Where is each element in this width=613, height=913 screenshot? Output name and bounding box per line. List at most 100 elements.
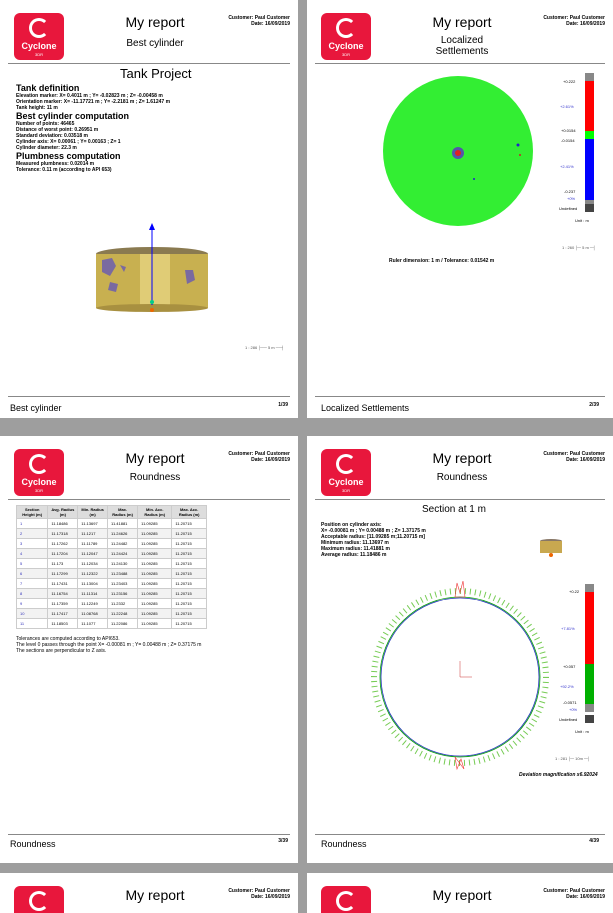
table-cell: 11.09285 bbox=[137, 618, 173, 629]
table-row: 11 11.18503 11.1077 11.22086 11.09285 11.2071… bbox=[15, 618, 207, 629]
table-cell: 11.24482 bbox=[107, 538, 139, 549]
settlement-map bbox=[383, 76, 533, 226]
table-cell: 11.17417 bbox=[47, 608, 79, 619]
table-row: 4 11.17204 11.12047 11.24424 11.09285 11.2071… bbox=[15, 548, 207, 559]
customer-info: Customer: Paul Customer Date: 16/09/2019 bbox=[228, 888, 290, 900]
table-cell: 11.24130 bbox=[107, 558, 139, 569]
undefined-swatch bbox=[585, 715, 594, 723]
table-cell: 11.1217 bbox=[77, 528, 109, 539]
table-cell: 11.23403 bbox=[107, 578, 139, 589]
table-header-row: Section Height (m) Avg. Radius (m) Min. Ra… bbox=[15, 505, 207, 519]
table-row: 6 11.17299 11.12322 11.23488 11.09285 11.2071… bbox=[15, 568, 207, 579]
table-cell: 11 bbox=[15, 618, 49, 629]
legend-unit: Unit : m bbox=[575, 218, 589, 223]
table-row: 2 11.17318 11.1217 11.24626 11.09285 11.20715 bbox=[15, 528, 207, 539]
table-cell: 11.20715 bbox=[171, 618, 207, 629]
legend-mid-low: -0.0154 bbox=[561, 138, 575, 143]
legend-pct-bottom: +2.41% bbox=[560, 164, 574, 169]
report-title: My report bbox=[125, 450, 185, 466]
table-row: 9 11.17359 11.12249 11.2332 11.09285 11.20715 bbox=[15, 598, 207, 609]
legend-undefined: Undefined bbox=[559, 717, 578, 722]
legend-mid-high: +0.057 bbox=[563, 664, 576, 669]
customer-info: Customer: Paul Customer Date: 16/09/2019 bbox=[543, 15, 605, 27]
table-cell: 11.173 bbox=[47, 558, 79, 569]
table-row: 5 11.173 11.12034 11.24130 11.09285 11.20715 bbox=[15, 558, 207, 569]
table-cell: 11.23156 bbox=[107, 588, 139, 599]
report-page-4: Cyclone 3DR My report Roundness Customer:… bbox=[307, 436, 613, 863]
table-cell: 7 bbox=[15, 578, 49, 589]
table-row: 1 11.18486 11.13697 11.41881 11.09285 11.2071… bbox=[15, 518, 207, 529]
deviation-magnification: Deviation magnification x6.92024 bbox=[519, 772, 598, 778]
customer-info: Customer: Paul Customer Date: 16/09/2019 bbox=[228, 451, 290, 463]
section-title: Section at 1 m bbox=[422, 504, 486, 515]
table-cell: 11.17299 bbox=[47, 568, 79, 579]
table-cell: 11.20715 bbox=[171, 568, 207, 579]
table-cell: 11.1077 bbox=[77, 618, 109, 629]
table-cell: 11.17359 bbox=[47, 598, 79, 609]
table-cell: 11.11789 bbox=[77, 538, 109, 549]
table-cell: 11.20715 bbox=[171, 548, 207, 559]
table-cell: 11.09285 bbox=[137, 588, 173, 599]
cyclone-logo: Cyclone 3DR bbox=[321, 449, 371, 496]
table-cell: 11.16754 bbox=[47, 588, 79, 599]
table-cell: 2 bbox=[15, 528, 49, 539]
table-cell: 11.12249 bbox=[77, 598, 109, 609]
table-cell: 11.20715 bbox=[171, 578, 207, 589]
tank-3d-view bbox=[96, 223, 208, 312]
table-row: 10 11.17417 11.08768 11.22248 11.09285 11.207… bbox=[15, 608, 207, 619]
table-cell: 11.17204 bbox=[47, 548, 79, 559]
table-cell: 11.24626 bbox=[107, 528, 139, 539]
cyclone-logo: Cyclone 3DR bbox=[14, 13, 64, 60]
scale-bar: 1 : 286 ├── 5 m ──┤ bbox=[245, 345, 285, 350]
report-title: My report bbox=[125, 887, 185, 903]
table-cell: 11.20715 bbox=[171, 598, 207, 609]
table-cell: 11.12322 bbox=[77, 568, 109, 579]
table-cell: 3 bbox=[15, 538, 49, 549]
table-cell: 5 bbox=[15, 558, 49, 569]
report-title: My report bbox=[432, 450, 492, 466]
table-cell: 11.24424 bbox=[107, 548, 139, 559]
legend-min: -0.237 bbox=[564, 189, 576, 194]
table-cell: 11.09285 bbox=[137, 518, 173, 529]
legend-unit: Unit : m bbox=[575, 729, 589, 734]
table-cell: 4 bbox=[15, 548, 49, 559]
table-cell: 11.09285 bbox=[137, 568, 173, 579]
table-cell: 11.09285 bbox=[137, 548, 173, 559]
report-title: My report bbox=[432, 14, 492, 30]
roundness-section-plot bbox=[371, 581, 549, 771]
table-cell: 11.09285 bbox=[137, 528, 173, 539]
section-info: Position on cylinder axis: X= -0.00081 m … bbox=[321, 522, 426, 558]
table-cell: 11.17318 bbox=[47, 528, 79, 539]
table-cell: 11.09285 bbox=[137, 558, 173, 569]
table-cell: 9 bbox=[15, 598, 49, 609]
table-cell: 1 bbox=[15, 518, 49, 529]
table-cell: 11.09285 bbox=[137, 598, 173, 609]
page-footer-label: Roundness bbox=[10, 839, 56, 849]
color-scale bbox=[585, 73, 594, 211]
table-cell: 11.22086 bbox=[107, 618, 139, 629]
table-cell: 6 bbox=[15, 568, 49, 579]
report-page-3: Cyclone 3DR My report Roundness Customer:… bbox=[0, 436, 298, 863]
scale-bar: 1 : 260 ├─ 5 m ─┤ bbox=[562, 245, 596, 250]
cyclone-logo bbox=[14, 886, 64, 913]
report-sections: Tank definition Elevation marker: X= 0.4… bbox=[16, 83, 171, 173]
table-cell: 11.11314 bbox=[77, 588, 109, 599]
undefined-swatch bbox=[585, 204, 594, 212]
legend-undefined: Undefined bbox=[559, 206, 578, 211]
table-cell: 11.13004 bbox=[77, 578, 109, 589]
table-cell: 11.18503 bbox=[47, 618, 79, 629]
page-footer-label: Best cylinder bbox=[10, 403, 62, 413]
table-cell: 11.22248 bbox=[107, 608, 139, 619]
table-cell: 11.09285 bbox=[137, 608, 173, 619]
roundness-content: Section Height (m) Avg. Radius (m) Min. Ra… bbox=[15, 505, 276, 654]
report-page-1: Cyclone 3DR My report Best cylinder Custo… bbox=[0, 0, 298, 418]
table-cell: 11.09285 bbox=[137, 578, 173, 589]
page-subtitle: Roundness bbox=[129, 472, 181, 483]
report-page-6: My report Customer: Paul Customer Date: 1… bbox=[307, 873, 613, 913]
table-cell: 11.20715 bbox=[171, 558, 207, 569]
legend-pct-min: +0% bbox=[567, 196, 576, 201]
cyclone-logo: Cyclone 3DR bbox=[14, 449, 64, 496]
legend-pct-mid: +92.2% bbox=[560, 684, 574, 689]
legend-pct-min: +0% bbox=[569, 707, 578, 712]
table-cell: 10 bbox=[15, 608, 49, 619]
